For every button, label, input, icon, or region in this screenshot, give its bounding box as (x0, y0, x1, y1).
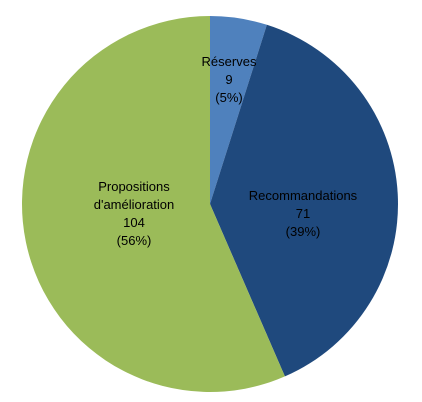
pie-slice (210, 24, 398, 377)
value-label: 104 (123, 215, 145, 230)
percent-label: (39%) (285, 224, 321, 239)
pie-slice (21, 16, 285, 392)
value-label: 71 (295, 206, 311, 221)
slice-label: Réserves 9 (5%) (189, 53, 269, 107)
slice-label: Recommandations 71 (39%) (233, 187, 373, 241)
pie-slice (210, 16, 267, 204)
category-label: Propositions d'amélioration (93, 179, 175, 212)
percent-label: (56%) (116, 233, 152, 248)
category-label: Recommandations (248, 188, 358, 203)
slice-label: Propositions d'amélioration 104 (56%) (79, 178, 189, 250)
percent-label: (5%) (215, 90, 243, 105)
value-label: 9 (225, 72, 233, 87)
category-label: Réserves (201, 54, 257, 69)
